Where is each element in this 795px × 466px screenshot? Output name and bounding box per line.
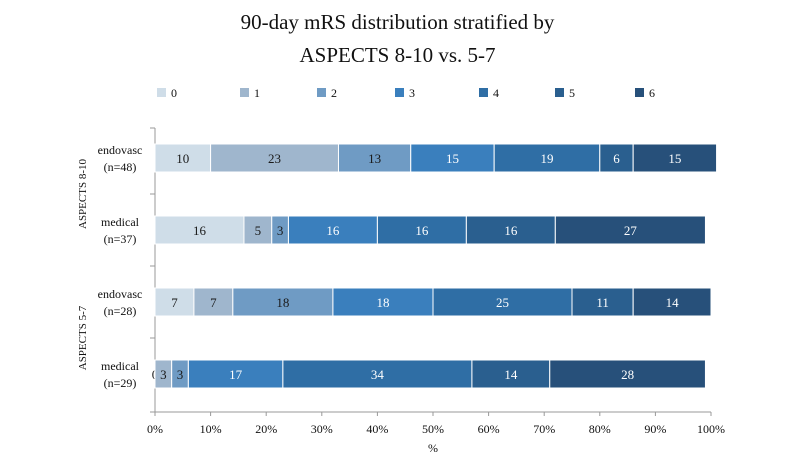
- bar-row2-mrs0: [154, 287, 195, 317]
- bar-row1-mrs0: [154, 215, 245, 245]
- category-label-2: endovasc: [98, 287, 143, 301]
- bar-label-row2-mrs6: 14: [666, 295, 680, 310]
- legend-label-0: 0: [171, 86, 177, 100]
- bar-label-row1-mrs6: 27: [624, 223, 638, 238]
- x-tick-label-3: 30%: [311, 422, 333, 436]
- bar-label-row3-mrs2: 3: [177, 367, 184, 382]
- chart-title-line-2: ASPECTS 8-10 vs. 5-7: [299, 43, 496, 67]
- group-label-1: ASPECTS 5-7: [77, 305, 89, 370]
- x-tick-label-7: 70%: [533, 422, 555, 436]
- bar-row1-mrs5: [465, 215, 556, 245]
- bar-row0-mrs5: [599, 143, 634, 173]
- x-tick-label-5: 50%: [422, 422, 444, 436]
- bar-label-row0-mrs0: 10: [176, 151, 189, 166]
- bar-row3-mrs4: [282, 359, 473, 389]
- bar-row2-mrs6: [632, 287, 712, 317]
- x-tick-label-9: 90%: [644, 422, 666, 436]
- x-tick-label-1: 10%: [200, 422, 222, 436]
- legend-swatch-6: [635, 88, 644, 97]
- chart-title-line-1: 90-day mRS distribution stratified by: [240, 10, 555, 34]
- bar-label-row0-mrs5: 6: [613, 151, 620, 166]
- bar-row2-mrs4: [432, 287, 573, 317]
- category-n-3: (n=29): [104, 376, 137, 390]
- bar-label-row2-mrs4: 25: [496, 295, 509, 310]
- bar-label-row1-mrs2: 3: [277, 223, 284, 238]
- bar-label-row0-mrs3: 15: [446, 151, 459, 166]
- category-n-1: (n=37): [104, 232, 137, 246]
- legend-swatch-0: [157, 88, 166, 97]
- x-tick-label-0: 0%: [147, 422, 163, 436]
- bar-row1-mrs4: [376, 215, 467, 245]
- legend-label-4: 4: [493, 86, 499, 100]
- legend-label-6: 6: [649, 86, 655, 100]
- bar-label-row0-mrs1: 23: [268, 151, 281, 166]
- x-tick-label-8: 80%: [589, 422, 611, 436]
- category-label-1: medical: [101, 215, 140, 229]
- legend-label-2: 2: [331, 86, 337, 100]
- legend-swatch-5: [555, 88, 564, 97]
- x-tick-label-4: 40%: [366, 422, 388, 436]
- category-n-0: (n=48): [104, 160, 137, 174]
- bar-row1-mrs6: [554, 215, 706, 245]
- category-n-2: (n=28): [104, 304, 137, 318]
- bar-row0-mrs6: [632, 143, 718, 173]
- legend-swatch-2: [317, 88, 326, 97]
- bar-row1-mrs1: [243, 215, 273, 245]
- bar-label-row3-mrs3: 17: [229, 367, 243, 382]
- x-tick-label-10: 100%: [697, 422, 725, 436]
- x-tick-label-2: 20%: [255, 422, 277, 436]
- bar-row2-mrs1: [193, 287, 234, 317]
- bar-label-row1-mrs4: 16: [415, 223, 429, 238]
- x-tick-label-6: 60%: [478, 422, 500, 436]
- group-label-0: ASPECTS 8-10: [77, 159, 89, 229]
- bar-label-row3-mrs4: 34: [371, 367, 385, 382]
- bar-label-row2-mrs0: 7: [171, 295, 178, 310]
- legend-swatch-4: [479, 88, 488, 97]
- bar-row1-mrs3: [287, 215, 378, 245]
- legend-label-5: 5: [569, 86, 575, 100]
- bar-label-row2-mrs5: 11: [596, 295, 609, 310]
- bar-row0-mrs0: [154, 143, 212, 173]
- bar-label-row3-mrs5: 14: [504, 367, 518, 382]
- bar-row3-mrs6: [549, 359, 706, 389]
- legend-swatch-1: [240, 88, 249, 97]
- legend-label-3: 3: [409, 86, 415, 100]
- bar-label-row1-mrs3: 16: [326, 223, 340, 238]
- bar-label-row2-mrs2: 18: [276, 295, 289, 310]
- bar-row0-mrs2: [337, 143, 412, 173]
- bar-row0-mrs1: [210, 143, 339, 173]
- bar-label-row0-mrs2: 13: [368, 151, 381, 166]
- bar-label-row1-mrs1: 5: [255, 223, 262, 238]
- category-label-0: endovasc: [98, 143, 143, 157]
- bar-label-row2-mrs1: 7: [210, 295, 217, 310]
- bar-label-row1-mrs0: 16: [193, 223, 207, 238]
- bar-label-row0-mrs4: 19: [540, 151, 553, 166]
- bar-label-row3-mrs6: 28: [621, 367, 634, 382]
- legend-label-1: 1: [254, 86, 260, 100]
- bar-label-row3-mrs1: 3: [160, 367, 167, 382]
- bar-label-row2-mrs3: 18: [376, 295, 389, 310]
- bar-row3-mrs5: [471, 359, 551, 389]
- category-label-3: medical: [101, 359, 140, 373]
- x-axis-label: %: [428, 441, 438, 455]
- bar-label-row1-mrs5: 16: [504, 223, 518, 238]
- bar-label-row0-mrs6: 15: [668, 151, 681, 166]
- bar-row0-mrs3: [410, 143, 495, 173]
- bar-row2-mrs3: [332, 287, 434, 317]
- legend-swatch-3: [395, 88, 404, 97]
